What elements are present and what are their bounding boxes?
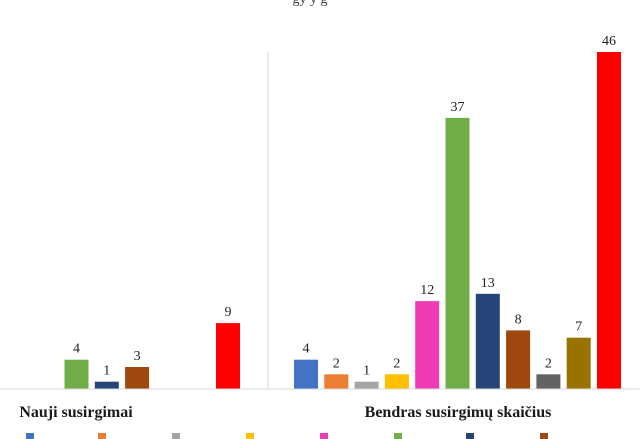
bar-c1-s4: [415, 301, 440, 389]
bar-c1-s9: [566, 337, 591, 389]
data-label-c1-s3: 2: [393, 356, 400, 371]
bar-c0-s10: [216, 323, 240, 389]
bar-c0-s6: [94, 381, 119, 389]
data-label-c1-s10: 46: [602, 34, 616, 49]
category-label-0: Nauji susirgimai: [19, 404, 133, 421]
bar-c1-s6: [475, 293, 500, 389]
legend-swatch-7: [540, 433, 548, 439]
bar-c1-s2: [354, 381, 379, 389]
bar-c1-s0: [294, 359, 318, 389]
bar-c1-s8: [536, 374, 561, 389]
bar-c1-s5: [445, 117, 470, 390]
legend-swatch-1: [98, 433, 106, 439]
legend-swatch-4: [320, 433, 328, 439]
data-label-c0-s6: 1: [103, 364, 110, 379]
data-label-c1-s0: 4: [303, 342, 310, 357]
legend-swatch-6: [466, 433, 474, 439]
bar-c0-s7: [125, 367, 150, 389]
bar-c0-s5: [64, 359, 89, 389]
data-label-c0-s5: 4: [73, 342, 80, 357]
legend-swatch-2: [172, 433, 180, 439]
data-label-c1-s8: 2: [545, 356, 552, 371]
bar-c1-s7: [506, 330, 531, 389]
data-label-c1-s4: 12: [420, 283, 434, 298]
bar-c1-s10: [597, 52, 621, 389]
data-label-c1-s1: 2: [333, 356, 340, 371]
legend-swatch-3: [246, 433, 254, 439]
data-label-c1-s7: 8: [515, 312, 522, 327]
data-label-c0-s7: 3: [134, 349, 141, 364]
data-label-c1-s2: 1: [363, 364, 370, 379]
data-label-c1-s9: 7: [575, 320, 582, 335]
bar-c1-s3: [384, 374, 409, 389]
legend-swatch-0: [26, 433, 34, 439]
legend-clipped: [26, 433, 548, 439]
bar-c1-s1: [324, 374, 349, 389]
category-label-1: Bendras susirgimų skaičius: [365, 404, 552, 421]
legend-swatch-5: [394, 433, 402, 439]
data-label-c1-s6: 13: [481, 276, 495, 291]
clipped-title-fragment: gy y g: [293, 0, 328, 7]
data-label-c0-s10: 9: [225, 305, 232, 320]
data-label-c1-s5: 37: [451, 100, 465, 115]
